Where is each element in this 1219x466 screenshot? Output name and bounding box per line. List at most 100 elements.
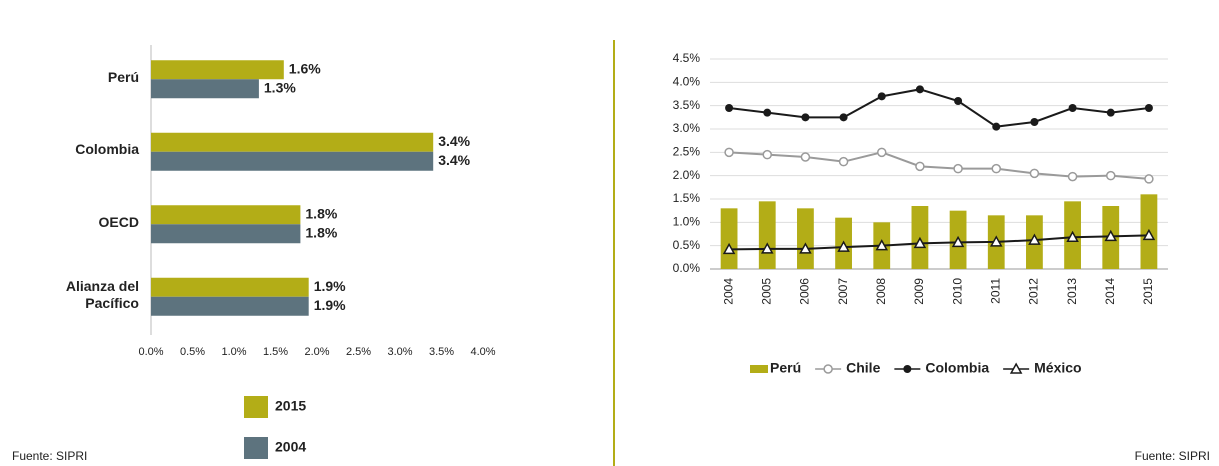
value-label: 3.4%	[438, 133, 470, 149]
point	[801, 113, 810, 122]
x-tick-label: 2006	[798, 278, 812, 305]
legend-swatch	[244, 437, 268, 459]
y-tick-label: 0.0%	[673, 261, 701, 275]
value-label: 1.6%	[289, 60, 321, 76]
bar	[758, 201, 776, 269]
point	[989, 235, 1003, 247]
legend-marker	[903, 365, 912, 373]
point	[953, 163, 963, 174]
point	[838, 156, 849, 167]
legend-label: 2004	[275, 439, 306, 455]
point	[763, 108, 772, 117]
legend-marker	[823, 364, 833, 374]
line	[729, 234, 1149, 251]
source: Fuente: SIPRI	[1135, 449, 1210, 463]
y-tick-label: 0.5%	[673, 238, 701, 252]
bar	[151, 60, 284, 80]
point	[877, 147, 887, 158]
value-label: 1.3%	[264, 79, 296, 95]
point	[1144, 174, 1154, 184]
point	[1068, 104, 1077, 112]
bar	[151, 224, 301, 244]
x-tick-label: 2005	[759, 278, 773, 305]
category-label: Alianza del Pacífico	[65, 277, 139, 311]
x-tick-label: 2004	[721, 278, 735, 305]
category-label: OECD	[98, 213, 139, 230]
value-label: 1.8%	[305, 205, 337, 221]
value-label: 1.9%	[314, 278, 346, 294]
category-label: Colombia	[75, 141, 139, 158]
x-tick-label: 2012	[1027, 278, 1041, 305]
point	[915, 161, 925, 172]
category-label: Perú	[107, 68, 139, 85]
point	[1106, 170, 1116, 181]
bar	[797, 208, 814, 269]
line	[728, 88, 1150, 128]
legend-label: Chile	[846, 360, 880, 376]
point	[1066, 230, 1079, 243]
bar	[151, 151, 434, 171]
bar	[720, 208, 738, 269]
x-tick-label: 2007	[836, 278, 850, 305]
bar	[151, 79, 259, 99]
point	[913, 236, 927, 249]
point	[915, 85, 924, 94]
legend-label: Perú	[770, 360, 801, 376]
bar	[151, 277, 309, 297]
point	[837, 240, 850, 252]
point	[1067, 171, 1078, 182]
bar	[151, 205, 301, 225]
point	[1106, 108, 1115, 117]
y-tick-label: 4.0%	[673, 75, 701, 89]
x-tick-label: 0.0%	[138, 346, 163, 358]
point	[799, 242, 812, 254]
point	[877, 92, 886, 101]
x-tick-label: 2.0%	[304, 346, 329, 358]
legend-marker	[1009, 362, 1023, 374]
y-tick-label: 2.0%	[673, 168, 701, 182]
x-tick-label: 3.0%	[387, 346, 412, 358]
point	[724, 147, 734, 158]
point	[992, 122, 1001, 131]
x-tick-label: 2013	[1065, 278, 1079, 305]
x-tick-label: 2011	[988, 278, 1002, 304]
point	[991, 163, 1001, 174]
value-label: 1.8%	[305, 224, 337, 240]
y-tick-label: 3.5%	[673, 98, 701, 112]
legend-label: 2015	[275, 398, 306, 414]
source: Fuente: SIPRI	[12, 449, 87, 463]
point	[954, 97, 963, 105]
point	[1104, 229, 1118, 242]
point	[762, 149, 772, 160]
x-tick-label: 4.0%	[470, 346, 495, 358]
x-tick-label: 1.5%	[263, 346, 288, 358]
point	[1030, 118, 1039, 126]
point	[951, 235, 965, 248]
y-tick-label: 2.5%	[673, 145, 701, 159]
point	[725, 104, 734, 112]
x-tick-label: 2009	[912, 278, 926, 305]
point	[722, 242, 736, 255]
point	[839, 113, 848, 122]
x-tick-label: 0.5%	[180, 346, 205, 358]
x-tick-label: 3.5%	[429, 346, 454, 358]
point	[760, 242, 774, 254]
x-tick-label: 2015	[1141, 278, 1155, 305]
value-label: 1.9%	[314, 297, 346, 313]
legend-label: México	[1034, 360, 1081, 376]
x-tick-label: 2008	[874, 278, 888, 305]
line	[729, 151, 1150, 180]
x-tick-label: 2014	[1103, 278, 1117, 305]
value-label: 3.4%	[438, 152, 470, 168]
point	[800, 152, 811, 162]
x-tick-label: 2.5%	[346, 346, 371, 358]
y-tick-label: 1.0%	[673, 215, 701, 229]
x-tick-label: 2010	[950, 278, 964, 305]
bar	[151, 296, 309, 316]
point	[1029, 168, 1040, 179]
legend-swatch	[244, 396, 268, 418]
point	[1142, 228, 1156, 241]
bar	[151, 132, 434, 152]
legend-label: Colombia	[925, 360, 989, 376]
x-tick-label: 1.0%	[221, 346, 246, 358]
